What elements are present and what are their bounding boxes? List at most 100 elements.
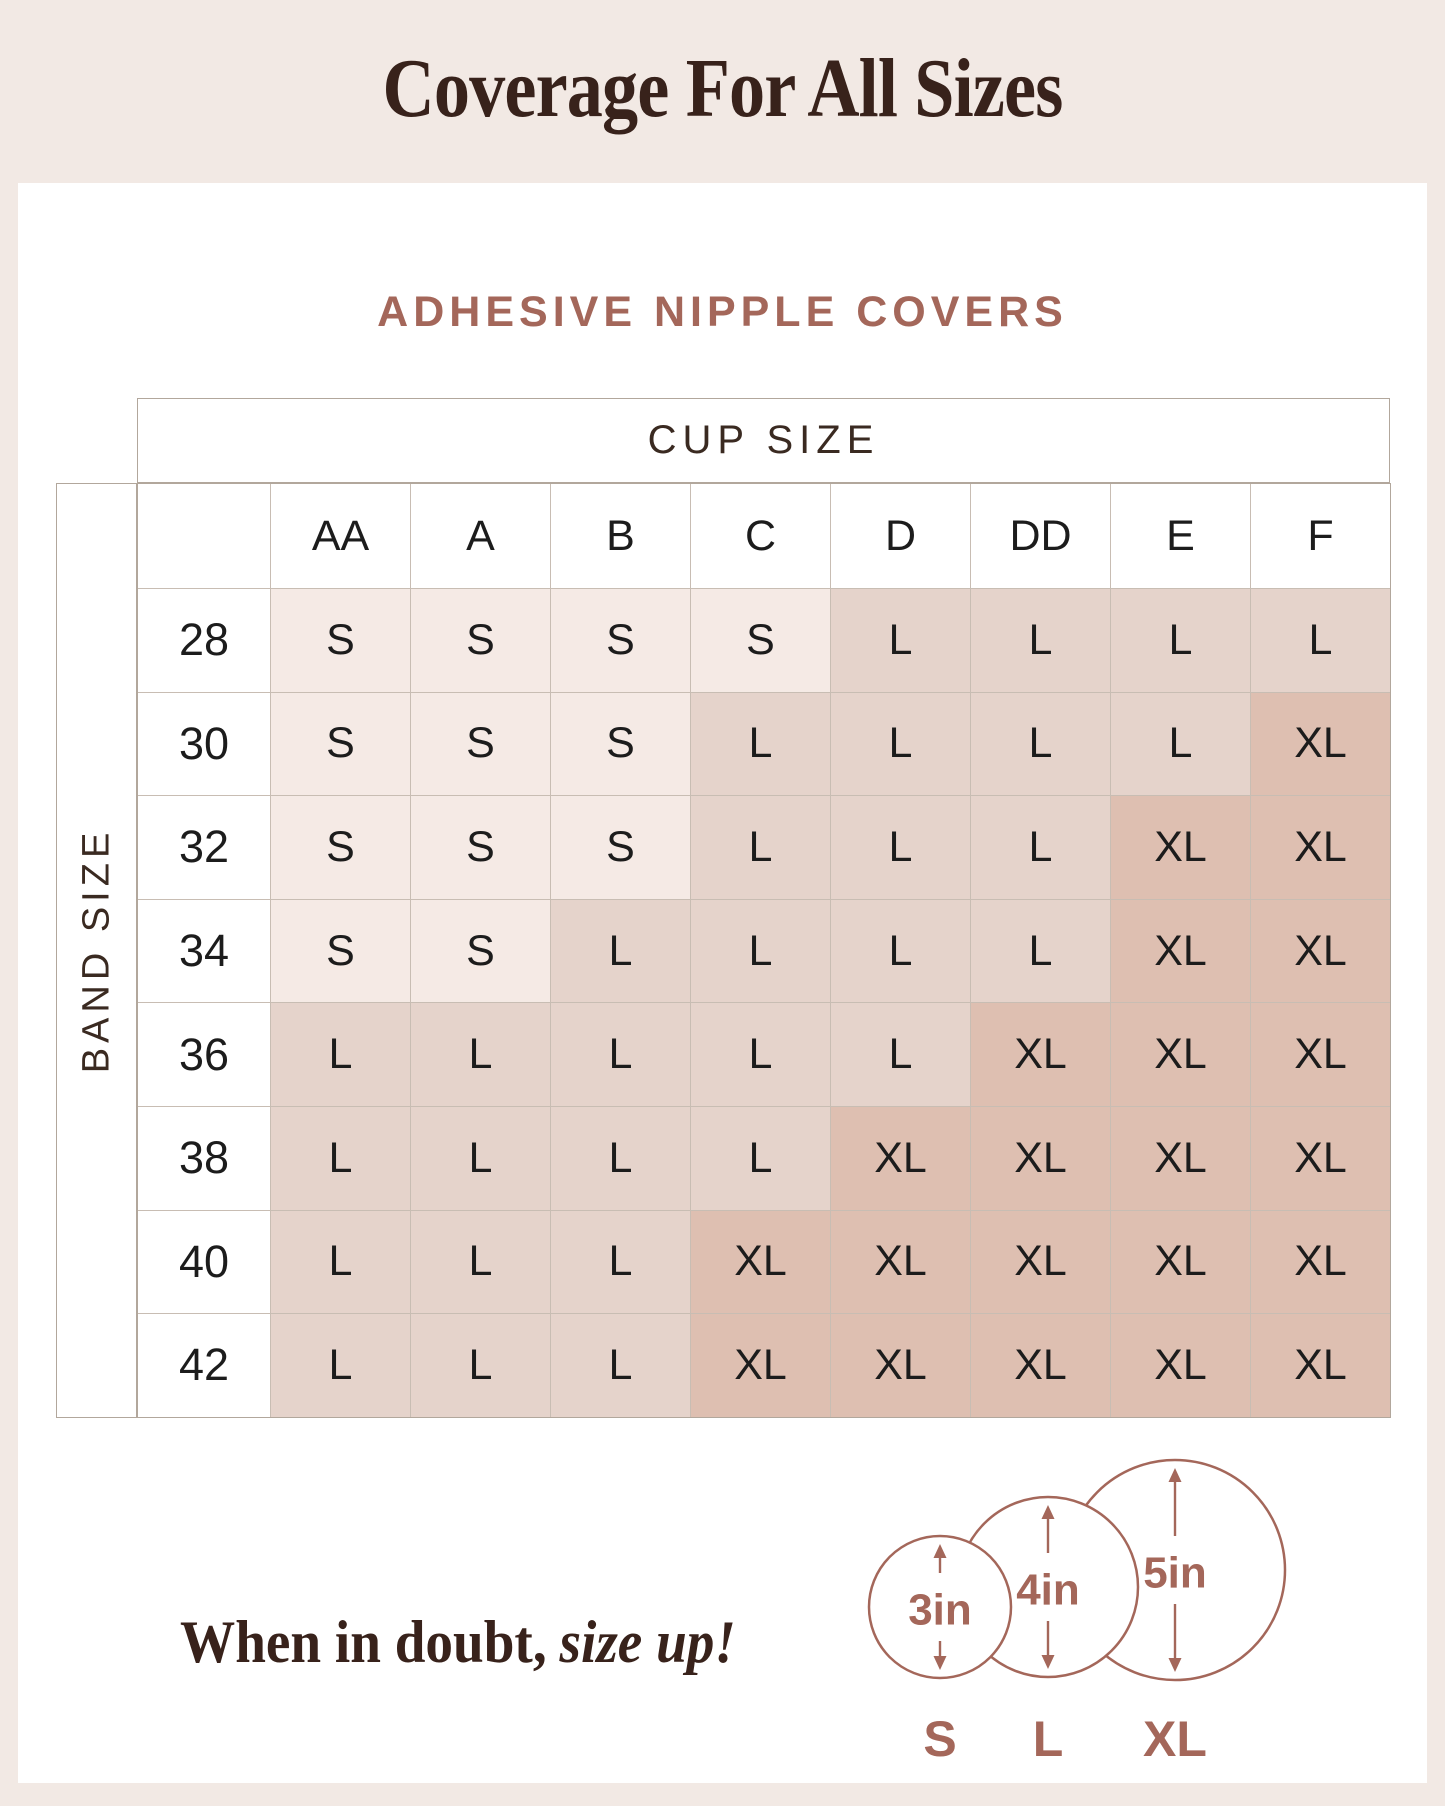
size-cell: L (411, 1210, 550, 1314)
size-cell: L (551, 899, 690, 1003)
size-cell: S (271, 589, 410, 692)
size-cell: L (1111, 692, 1250, 796)
band-size-row-header: 32 (138, 796, 270, 899)
size-cell: XL (1251, 1314, 1390, 1417)
size-cell: L (1111, 589, 1250, 692)
size-cell: XL (691, 1210, 830, 1314)
cup-size-column-header: C (691, 484, 830, 588)
arrowhead-down-icon (1041, 1655, 1055, 1669)
size-cell: L (691, 692, 830, 796)
size-cell: L (551, 1003, 690, 1106)
band-size-row-header: 40 (138, 1210, 270, 1314)
size-cell: L (271, 1106, 410, 1210)
page-title: Coverage For All Sizes (382, 42, 1064, 135)
band-size-row-header: 28 (138, 589, 270, 692)
note-italic-text: size up! (559, 1609, 736, 1675)
size-cell: L (831, 589, 970, 692)
size-cell: L (971, 899, 1110, 1003)
cup-size-column-header: A (411, 484, 550, 588)
size-cell: XL (1251, 899, 1390, 1003)
size-cell: L (831, 899, 970, 1003)
band-size-row-header: 36 (138, 1003, 270, 1106)
size-cell: L (271, 1314, 410, 1417)
cup-size-column-header: F (1251, 484, 1390, 588)
size-cell: L (551, 1210, 690, 1314)
diameter-text: 4in (1016, 1566, 1080, 1615)
size-cell: L (831, 796, 970, 899)
size-cell: L (691, 899, 830, 1003)
size-cell: S (271, 796, 410, 899)
size-cell: S (551, 589, 690, 692)
size-cell: L (411, 1106, 550, 1210)
size-cell: XL (1111, 796, 1250, 899)
cup-size-group-header: CUP SIZE (137, 398, 1390, 483)
size-cell: XL (1251, 1106, 1390, 1210)
size-cell: S (551, 692, 690, 796)
legend-size-label: XL (1143, 1711, 1207, 1767)
band-size-row-header: 30 (138, 692, 270, 796)
size-cell: XL (971, 1210, 1110, 1314)
size-cell: S (691, 589, 830, 692)
diameter-text: 5in (1143, 1549, 1207, 1598)
band-size-row-header: 42 (138, 1314, 270, 1417)
arrowhead-up-icon (933, 1544, 947, 1558)
size-cell: XL (1251, 1210, 1390, 1314)
legend-size-label: L (1033, 1711, 1064, 1767)
band-size-row-header: 38 (138, 1106, 270, 1210)
size-cell: XL (831, 1210, 970, 1314)
cup-size-label: CUP SIZE (647, 418, 880, 462)
table-corner-cell (138, 484, 270, 588)
size-cell: L (271, 1003, 410, 1106)
arrowhead-up-icon (1168, 1468, 1182, 1482)
band-size-label: BAND SIZE (75, 827, 118, 1074)
size-cell: L (831, 1003, 970, 1106)
size-cell: XL (1111, 1106, 1250, 1210)
size-circle-s (867, 1534, 1013, 1680)
cup-size-column-header: DD (971, 484, 1110, 588)
size-cell: L (551, 1314, 690, 1417)
size-cell: XL (1251, 796, 1390, 899)
size-cell: L (971, 692, 1110, 796)
size-cell: L (971, 589, 1110, 692)
size-cell: XL (831, 1314, 970, 1417)
size-cell: S (411, 796, 550, 899)
size-cell: XL (971, 1003, 1110, 1106)
size-cell: L (411, 1003, 550, 1106)
band-size-row-header: 34 (138, 899, 270, 1003)
cup-size-column-header: D (831, 484, 970, 588)
size-cell: S (551, 796, 690, 899)
size-cell: XL (1111, 1003, 1250, 1106)
size-cell: L (971, 796, 1110, 899)
size-cell: S (411, 589, 550, 692)
arrowhead-down-icon (1168, 1658, 1182, 1672)
size-cell: XL (1111, 1314, 1250, 1417)
band-size-group-header: BAND SIZE (56, 483, 137, 1418)
size-cell: XL (971, 1314, 1110, 1417)
diameter-text: 3in (908, 1586, 972, 1635)
size-up-note: When in doubt, size up! (180, 1608, 736, 1677)
size-cell: XL (831, 1106, 970, 1210)
size-cell: L (271, 1210, 410, 1314)
size-cell: L (691, 796, 830, 899)
size-legend-diagram: 3in S 4in L 5in XL (867, 1458, 1287, 1767)
arrowhead-down-icon (933, 1656, 947, 1670)
size-cell: L (691, 1003, 830, 1106)
cup-size-column-header: E (1111, 484, 1250, 588)
size-cell: XL (1111, 1210, 1250, 1314)
size-cell: S (271, 692, 410, 796)
cup-size-column-header: B (551, 484, 690, 588)
size-cell: XL (1251, 692, 1390, 796)
size-cell: XL (691, 1314, 830, 1417)
size-cell: XL (1111, 899, 1250, 1003)
size-table: AA A B C D DD E F 28 S S S S L L L L 30 S S S L L L L XL 32 S S S L L L X… (137, 483, 1391, 1418)
size-cell: L (551, 1106, 690, 1210)
note-regular-text: When in doubt, (180, 1609, 547, 1675)
size-cell: XL (1251, 1003, 1390, 1106)
size-cell: S (271, 899, 410, 1003)
legend-size-label: S (923, 1711, 956, 1767)
size-cell: L (411, 1314, 550, 1417)
size-cell: XL (971, 1106, 1110, 1210)
size-cell: L (831, 692, 970, 796)
arrowhead-up-icon (1041, 1505, 1055, 1519)
cup-size-column-header: AA (271, 484, 410, 588)
